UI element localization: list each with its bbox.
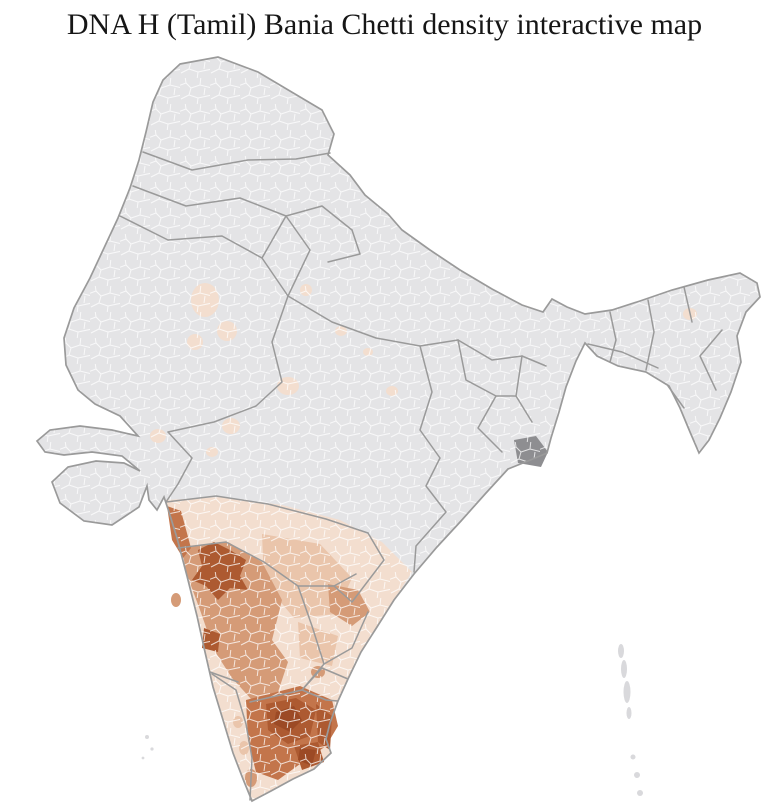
state-border-line <box>142 151 331 171</box>
state-border-line <box>119 215 287 259</box>
density-spot-goa[interactable] <box>171 593 181 607</box>
state-border-line <box>457 339 517 397</box>
state-border-line <box>323 611 369 665</box>
state-border-line <box>413 345 447 573</box>
state-border-line <box>327 229 361 263</box>
lakshadweep-islands[interactable] <box>141 735 154 760</box>
state-border-line <box>333 532 385 603</box>
state-borders <box>119 151 723 801</box>
state-border-line <box>699 329 723 391</box>
state-border-line <box>287 295 459 347</box>
state-border-line <box>645 299 655 371</box>
state-border-line <box>209 671 239 683</box>
state-border-line <box>609 311 617 363</box>
state-border-line <box>177 541 357 587</box>
state-border-line <box>165 495 369 534</box>
district-mesh-overlay <box>37 57 760 801</box>
state-border-line <box>301 667 349 691</box>
state-border-line <box>249 689 339 703</box>
state-border-line <box>165 431 193 503</box>
state-border-line <box>211 673 253 801</box>
state-border-line <box>477 395 503 453</box>
state-border-line <box>457 339 547 367</box>
andaman-nicobar-islands[interactable] <box>618 644 643 796</box>
map-title: DNA H (Tamil) Bania Chetti density inter… <box>66 8 703 41</box>
state-border-line <box>132 185 353 231</box>
state-border-line <box>285 215 311 297</box>
state-border-line <box>683 286 693 323</box>
state-border-line <box>587 343 659 369</box>
